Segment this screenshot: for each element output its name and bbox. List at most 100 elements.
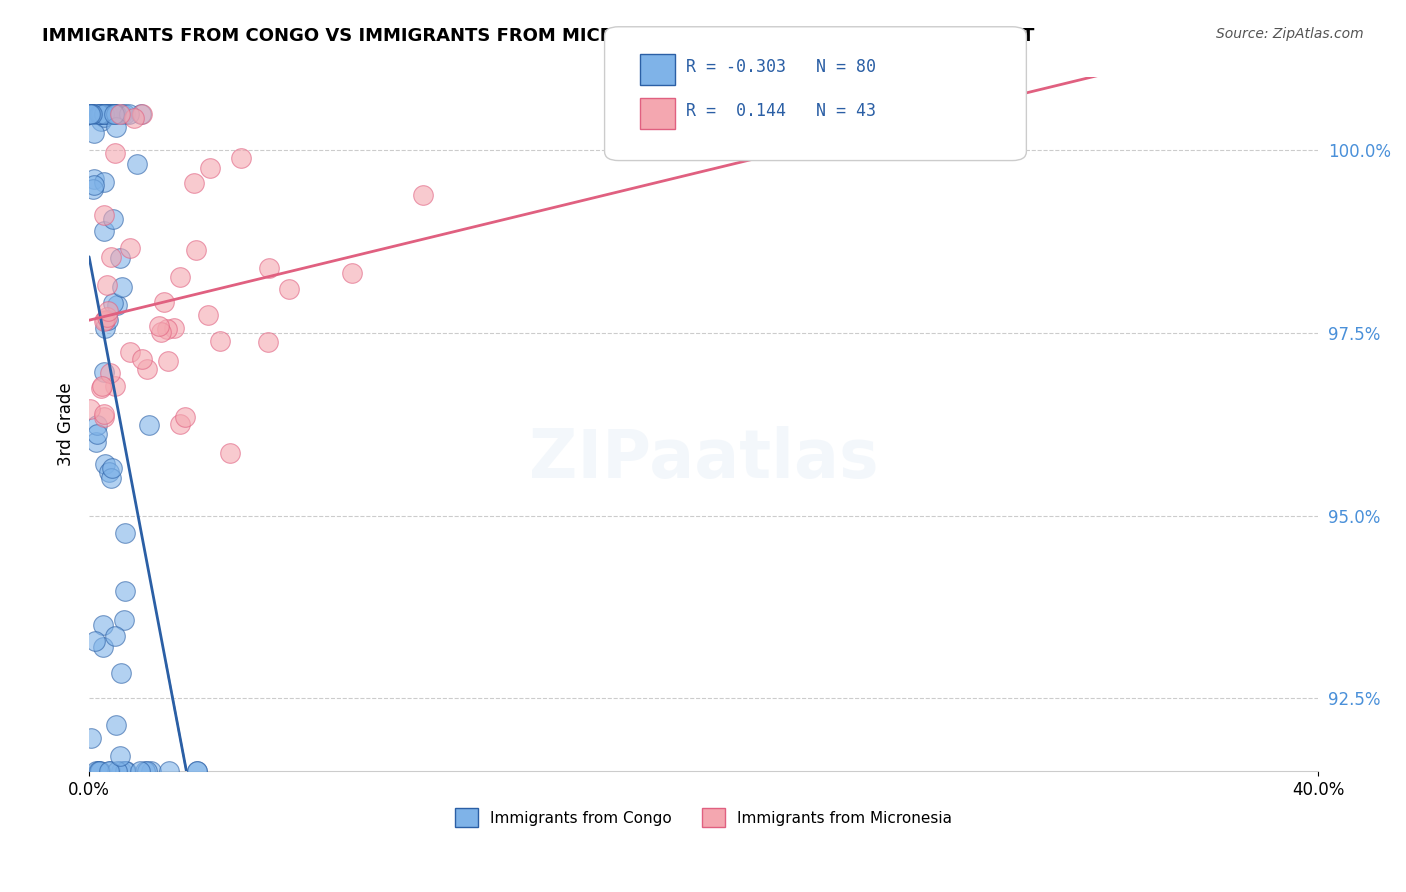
Point [96,107,118,121]
Point [93,107,115,121]
Point [104,107,127,121]
Point [87,764,110,779]
Point [108,251,131,265]
Point [139,764,162,779]
Point [104,107,127,121]
Point [100,107,122,121]
Point [80,107,103,121]
Point [105,718,128,732]
Y-axis label: 3rd Grade: 3rd Grade [58,383,75,467]
Point [104,379,127,393]
Point [118,107,141,121]
Legend: Immigrants from Congo, Immigrants from Micronesia: Immigrants from Congo, Immigrants from M… [449,802,959,833]
Text: R =  0.144   N = 43: R = 0.144 N = 43 [686,103,876,120]
Point [131,107,153,121]
Point [83,178,105,193]
Point [103,212,125,227]
Point [96,310,118,324]
Point [84,435,107,450]
Point [86,426,108,441]
Point [97,107,120,121]
Point [83,126,105,140]
Point [90,381,112,395]
Point [98,465,121,479]
Point [83,172,105,186]
Point [163,321,186,335]
Point [83,107,105,121]
Point [89,764,111,779]
Point [93,110,115,124]
Point [105,298,128,312]
Point [94,458,117,472]
Point [93,208,115,222]
Point [100,251,122,265]
Point [412,188,434,202]
Point [135,764,157,779]
Point [112,613,135,627]
Point [98,764,121,779]
Point [96,107,118,121]
Point [80,731,103,745]
Point [93,175,115,189]
Point [94,312,117,326]
Point [136,362,159,376]
Point [87,107,110,121]
Point [103,107,125,121]
Text: Source: ZipAtlas.com: Source: ZipAtlas.com [1216,27,1364,41]
Point [93,224,115,238]
Point [156,322,179,336]
Point [105,764,128,779]
Point [90,107,112,121]
Point [153,295,176,310]
Point [108,749,131,764]
Point [79,402,101,417]
Point [93,408,115,422]
Point [138,417,160,432]
Point [100,471,122,485]
Point [186,764,208,779]
Point [110,764,132,779]
Point [93,314,115,328]
Point [93,366,115,380]
Point [186,764,208,779]
Point [114,583,136,598]
Point [209,334,232,348]
Point [98,366,121,380]
Point [111,280,134,294]
Point [131,107,153,121]
Point [111,107,134,121]
Point [86,418,108,433]
Point [118,241,141,255]
Point [91,379,114,393]
Point [93,320,115,334]
Point [122,112,145,126]
Point [91,618,114,632]
Point [184,244,207,258]
Text: R = -0.303   N = 80: R = -0.303 N = 80 [686,58,876,76]
Point [114,764,136,779]
Point [98,107,121,121]
Point [97,303,120,318]
Point [93,409,115,424]
Point [257,335,280,350]
Point [114,107,136,121]
Point [169,417,191,431]
Point [104,146,127,161]
Point [97,764,120,779]
Point [96,277,118,292]
Point [340,267,363,281]
Point [150,325,173,339]
Point [131,351,153,366]
Point [183,177,205,191]
Point [114,526,136,541]
Text: ZIPaatlas: ZIPaatlas [529,426,879,492]
Point [94,107,117,121]
Point [231,151,253,165]
Point [129,764,152,779]
Text: IMMIGRANTS FROM CONGO VS IMMIGRANTS FROM MICRONESIA 3RD GRADE CORRELATION CHART: IMMIGRANTS FROM CONGO VS IMMIGRANTS FROM… [42,27,1035,45]
Point [79,107,101,121]
Point [90,114,112,128]
Point [105,107,128,121]
Point [219,446,242,460]
Point [134,764,156,779]
